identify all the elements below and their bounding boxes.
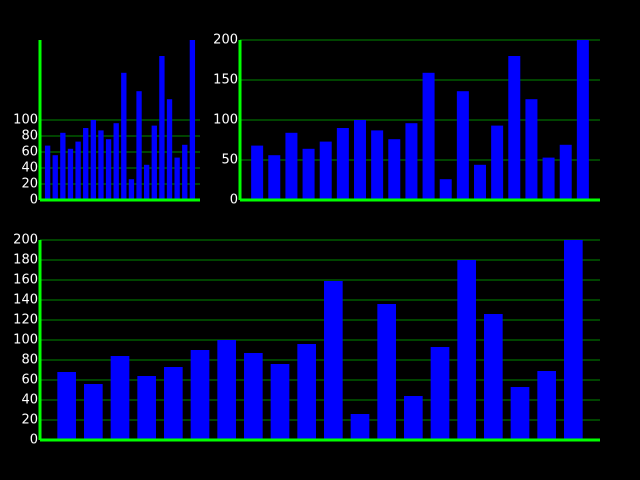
bar	[60, 132, 66, 200]
bar	[405, 123, 418, 200]
bar	[484, 314, 503, 440]
bar	[105, 139, 112, 200]
bar	[377, 304, 396, 440]
bar	[166, 99, 173, 200]
bar	[457, 260, 476, 440]
bar	[510, 387, 530, 440]
bar	[159, 56, 165, 200]
y-tick-label: 80	[21, 353, 38, 368]
y-tick-label: 40	[21, 393, 38, 408]
bar	[354, 120, 366, 200]
bar	[576, 40, 589, 200]
y-tick-label: 0	[30, 433, 38, 448]
bar	[189, 40, 196, 200]
bar	[75, 141, 81, 200]
bar	[90, 120, 96, 200]
bar	[439, 179, 452, 200]
bar	[151, 125, 157, 200]
bar	[251, 145, 264, 200]
bar	[268, 155, 281, 200]
y-tick-label: 0	[30, 193, 38, 208]
bar	[84, 384, 103, 440]
bar	[57, 372, 76, 440]
bar	[217, 340, 236, 440]
bar	[44, 145, 51, 200]
y-tick-label: 20	[21, 177, 38, 192]
bar	[336, 128, 349, 200]
y-tick-label: 60	[21, 145, 38, 160]
bar	[559, 144, 572, 200]
bar	[52, 155, 58, 200]
y-tick-label: 40	[21, 161, 38, 176]
bar	[190, 350, 210, 440]
bar	[174, 157, 180, 200]
bar	[430, 347, 450, 440]
bar	[564, 240, 583, 440]
bar	[508, 56, 521, 200]
bar	[67, 148, 74, 200]
bar	[182, 144, 188, 200]
bar	[270, 364, 290, 440]
bar	[525, 99, 538, 200]
bar	[128, 179, 135, 200]
bar	[137, 376, 156, 440]
bar	[491, 125, 504, 200]
bar	[542, 157, 555, 200]
y-tick-label: 100	[13, 333, 38, 348]
bar	[121, 72, 127, 200]
bar	[164, 367, 183, 440]
y-tick-label: 100	[13, 113, 38, 128]
bar	[110, 356, 130, 440]
bar	[98, 130, 104, 200]
y-tick-label: 80	[21, 129, 38, 144]
bar	[297, 344, 316, 440]
bar	[404, 396, 423, 440]
bar	[371, 130, 384, 200]
bar	[324, 281, 343, 440]
y-tick-label: 150	[213, 73, 238, 88]
bar	[136, 91, 142, 200]
bar	[319, 141, 332, 200]
y-tick-label: 160	[13, 273, 38, 288]
y-tick-label: 20	[21, 413, 38, 428]
bar	[83, 128, 89, 200]
y-tick-label: 0	[230, 193, 238, 208]
bar	[302, 148, 315, 200]
y-tick-label: 200	[213, 33, 238, 48]
bar	[244, 353, 263, 440]
y-tick-label: 200	[13, 233, 38, 248]
y-tick-label: 180	[13, 253, 38, 268]
y-tick-label: 50	[221, 153, 238, 168]
bar	[144, 164, 150, 200]
bar	[285, 132, 298, 200]
bar	[537, 371, 556, 440]
y-tick-label: 120	[13, 313, 38, 328]
bar	[113, 123, 119, 200]
bar	[350, 414, 370, 440]
y-tick-label: 140	[13, 293, 38, 308]
y-tick-label: 100	[213, 113, 238, 128]
bar	[422, 72, 435, 200]
bar	[474, 164, 486, 200]
bar	[388, 139, 401, 200]
bar	[456, 91, 469, 200]
y-tick-label: 60	[21, 373, 38, 388]
